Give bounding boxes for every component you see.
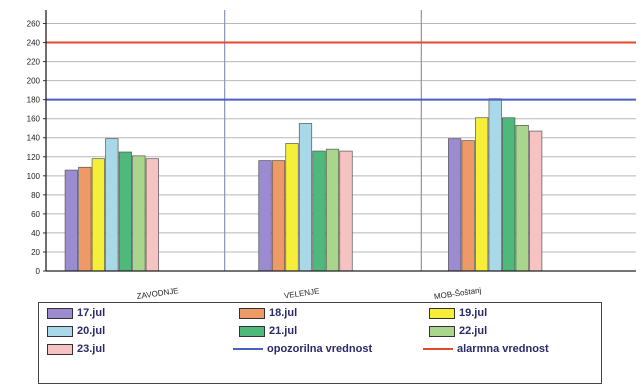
bar-18-jul-0 bbox=[78, 166, 92, 272]
category-separators bbox=[224, 10, 422, 271]
y-tick-label: 240 bbox=[27, 39, 41, 48]
legend-label: 21.jul bbox=[269, 325, 298, 337]
bar-21-jul-1 bbox=[312, 150, 326, 272]
y-tick-label: 180 bbox=[27, 96, 41, 105]
y-tick-label: 220 bbox=[27, 58, 41, 67]
legend-item-23jul: 23.jul bbox=[47, 343, 105, 355]
y-tick-label: 0 bbox=[36, 267, 41, 276]
legend-item-opozorilna: opozorilna vrednost bbox=[233, 343, 372, 355]
bar-19-jul-0 bbox=[91, 158, 105, 272]
bar-22-jul-2 bbox=[515, 125, 529, 272]
legend-item-18jul: 18.jul bbox=[239, 307, 297, 319]
y-axis-ticks: 0 20 40 60 80 100 120 140 160 180 200 220 240 260 bbox=[27, 20, 46, 276]
bars bbox=[64, 98, 543, 272]
legend-item-20jul: 20.jul bbox=[47, 325, 105, 337]
bar-19-jul-2 bbox=[475, 117, 489, 272]
bar-21-jul-0 bbox=[118, 151, 132, 272]
y-tick-label: 260 bbox=[27, 20, 41, 29]
bar-23-jul-2 bbox=[529, 130, 543, 272]
legend-item-19jul: 19.jul bbox=[429, 307, 487, 319]
legend-label: 23.jul bbox=[77, 343, 106, 355]
legend-line-blue bbox=[233, 348, 263, 350]
y-tick-label: 160 bbox=[27, 115, 41, 124]
legend-label: 19.jul bbox=[459, 307, 488, 319]
legend: 17.jul 18.jul 19.jul 20.jul 21.jul 22.ju… bbox=[38, 302, 602, 384]
legend-label: 20.jul bbox=[77, 325, 106, 337]
bar-17-jul-0 bbox=[64, 169, 78, 272]
bar-20-jul-0 bbox=[105, 138, 119, 272]
legend-swatch bbox=[239, 325, 265, 337]
legend-label: 18.jul bbox=[269, 307, 298, 319]
legend-label: 17.jul bbox=[77, 307, 106, 319]
bar-23-jul-0 bbox=[145, 158, 159, 272]
y-tick-label: 80 bbox=[31, 191, 40, 200]
bar-20-jul-2 bbox=[488, 98, 502, 272]
bar-22-jul-1 bbox=[325, 148, 340, 272]
y-tick-label: 20 bbox=[31, 248, 40, 257]
legend-swatch bbox=[47, 307, 73, 319]
y-tick-label: 200 bbox=[27, 77, 41, 86]
legend-swatch bbox=[429, 325, 455, 337]
legend-label: opozorilna vrednost bbox=[267, 343, 373, 355]
y-tick-label: 40 bbox=[31, 229, 40, 238]
reference-lines bbox=[46, 41, 636, 101]
bar-19-jul-1 bbox=[285, 143, 299, 272]
bar-18-jul-2 bbox=[461, 140, 475, 272]
legend-label: 22.jul bbox=[459, 325, 488, 337]
bar-18-jul-1 bbox=[271, 160, 286, 272]
legend-item-17jul: 17.jul bbox=[47, 307, 105, 319]
y-tick-label: 120 bbox=[27, 153, 41, 162]
y-tick-label: 140 bbox=[27, 134, 41, 143]
legend-label: alarmna vrednost bbox=[457, 343, 549, 355]
legend-line-red bbox=[423, 348, 453, 350]
category-label: MOB-Šoštanj bbox=[433, 286, 482, 300]
axes bbox=[45, 10, 636, 272]
bar-chart: 0 20 40 60 80 100 120 140 160 180 200 220 240 260 ZAV… bbox=[27, 10, 636, 300]
legend-item-21jul: 21.jul bbox=[239, 325, 297, 337]
bar-22-jul-0 bbox=[132, 155, 146, 272]
category-label: ZAVODNJE bbox=[136, 286, 179, 300]
legend-swatch bbox=[429, 307, 455, 319]
bar-17-jul-1 bbox=[258, 160, 272, 272]
legend-swatch bbox=[47, 343, 73, 355]
bar-21-jul-2 bbox=[502, 117, 516, 272]
legend-item-alarmna: alarmna vrednost bbox=[423, 343, 549, 355]
bar-20-jul-1 bbox=[298, 123, 313, 272]
legend-swatch bbox=[47, 325, 73, 337]
x-axis-category-labels: ZAVODNJE VELENJE MOB-Šoštanj bbox=[136, 286, 482, 300]
y-tick-label: 60 bbox=[31, 210, 40, 219]
y-tick-label: 100 bbox=[27, 172, 41, 181]
category-label: VELENJE bbox=[283, 287, 319, 300]
bar-17-jul-2 bbox=[448, 138, 462, 272]
bar-23-jul-1 bbox=[339, 150, 353, 272]
legend-item-22jul: 22.jul bbox=[429, 325, 487, 337]
legend-swatch bbox=[239, 307, 265, 319]
